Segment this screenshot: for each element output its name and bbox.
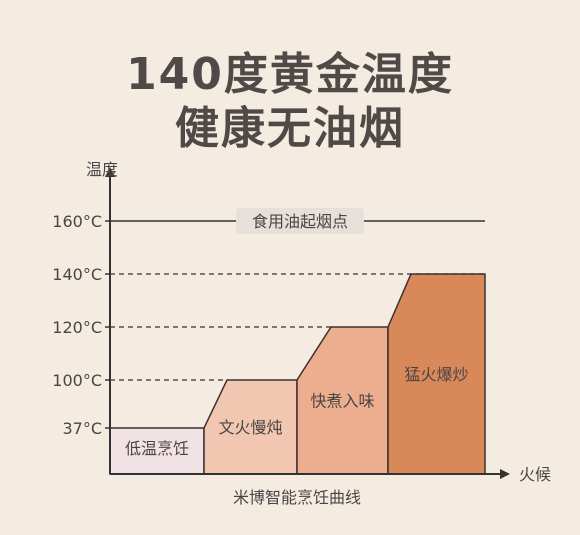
smoke-point-label: 食用油起烟点	[252, 212, 348, 231]
y-tick-label: 140°C	[52, 265, 102, 284]
y-tick-label: 37°C	[62, 419, 102, 438]
stage-label: 快煮入味	[310, 392, 374, 411]
x-axis-label: 火候	[519, 465, 551, 484]
y-tick-label: 160°C	[52, 212, 102, 231]
stage-label: 猛火爆炒	[404, 365, 468, 384]
stage-label: 低温烹饪	[125, 439, 189, 458]
stage-label: 文火慢炖	[218, 418, 282, 437]
y-tick-label: 120°C	[52, 318, 102, 337]
chart-caption: 米博智能烹饪曲线	[233, 488, 361, 507]
smoke-point-badge	[236, 208, 364, 234]
y-tick-label: 100°C	[52, 371, 102, 390]
headline-line-2: 健康无油烟	[175, 103, 405, 154]
headline-line-1: 140度黄金温度	[126, 49, 454, 100]
y-axis-label: 温度	[86, 160, 118, 179]
